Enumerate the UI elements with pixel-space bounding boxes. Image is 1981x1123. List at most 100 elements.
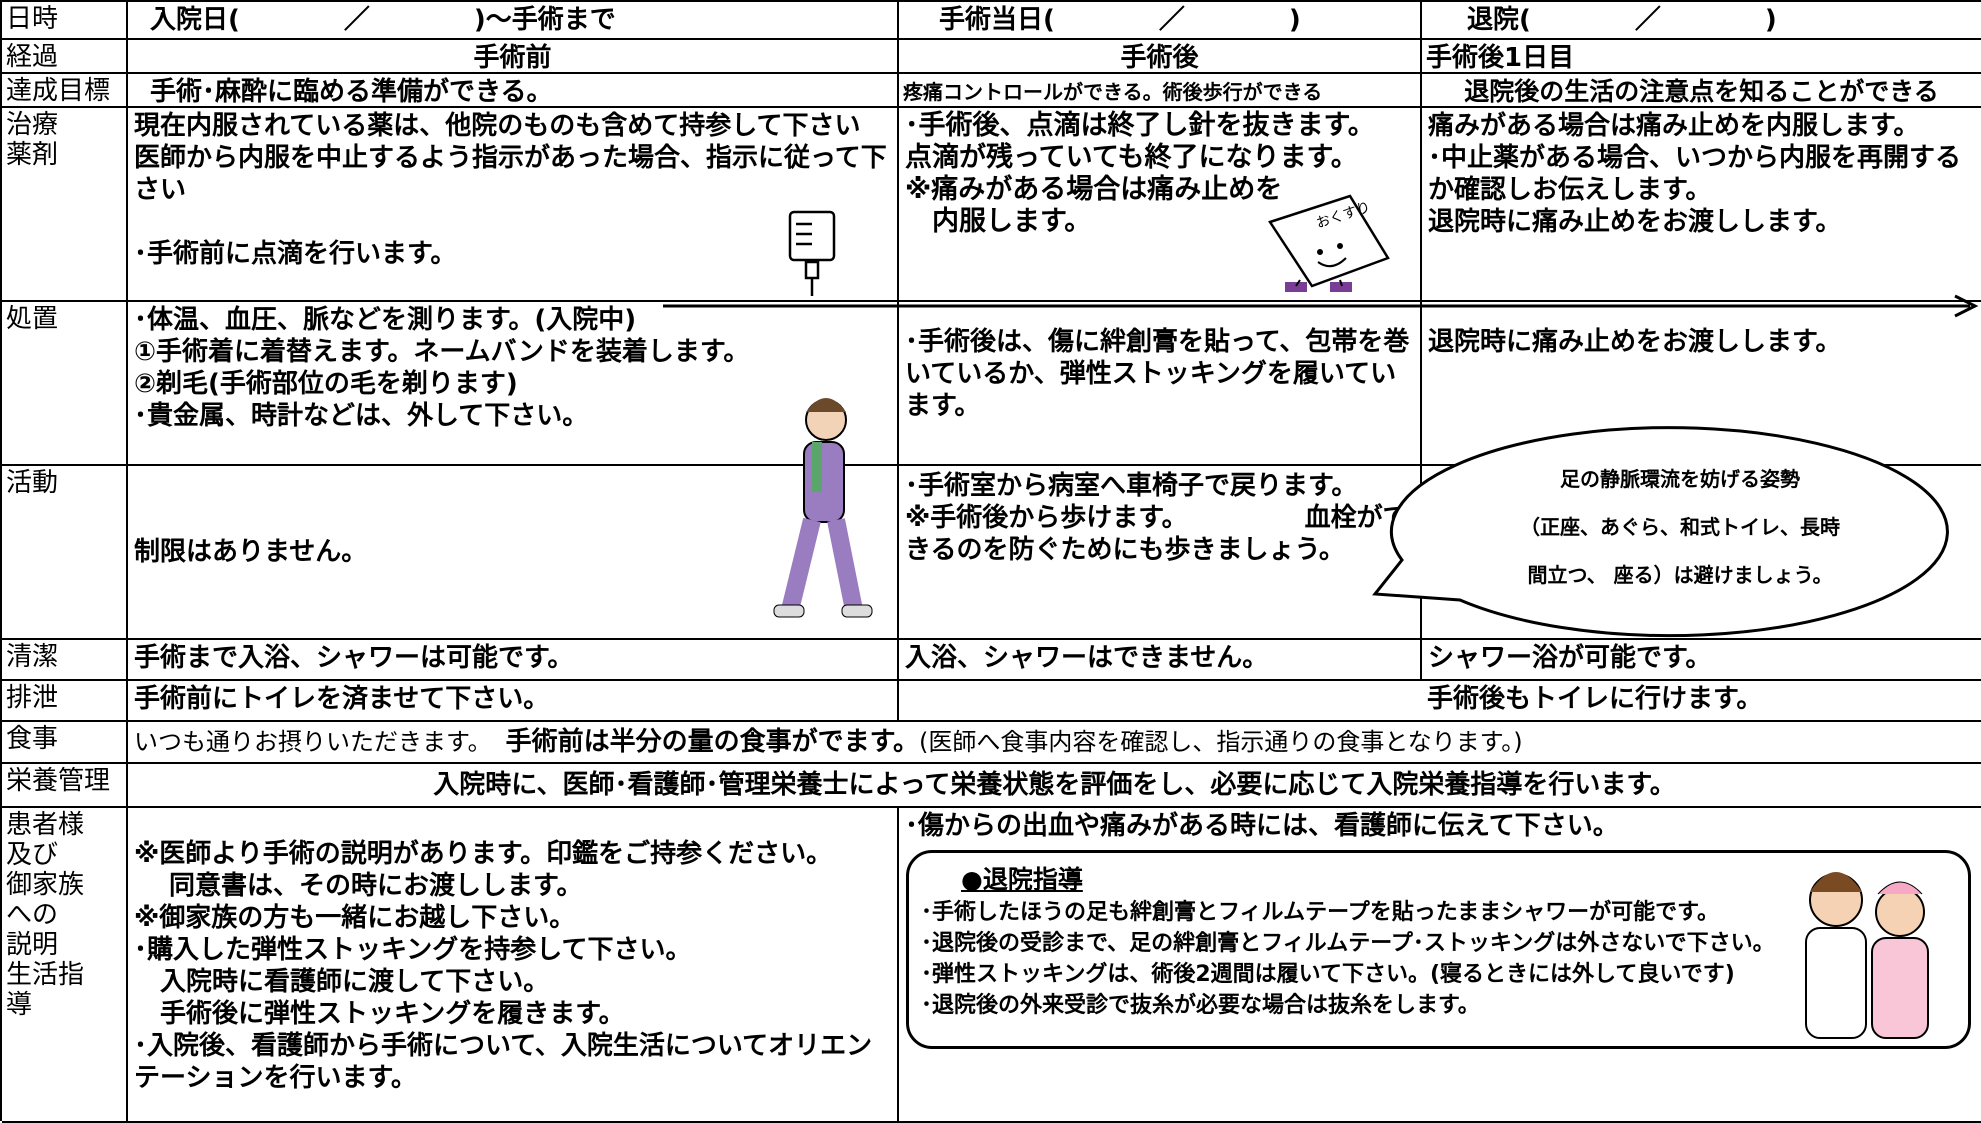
row-label-line: 導 xyxy=(6,990,33,1020)
walking-person-illustration xyxy=(773,398,873,618)
cell-text: 手術後 xyxy=(1120,43,1199,73)
guidance-item: ･弾性ストッキングは、術後2週間は履いて下さい。(寝るときには外して良いです) xyxy=(921,962,1735,987)
cell-text: 入院時に、医師･看護師･管理栄養士によって栄養状態を評価をし、必要に応じて入院栄… xyxy=(433,770,1676,800)
callout-text: 足の静脈環流を妨げる姿勢 （正座、あぐら、和式トイレ、長時 間立つ、 座る）は避けま… xyxy=(1440,455,1920,599)
callout-line: 足の静脈環流を妨げる姿勢 xyxy=(1560,467,1800,491)
row-label: 経過 xyxy=(2,40,128,74)
cell-line: ①手術着に着替えます。ネームバンドを装着します。 xyxy=(134,337,750,367)
cell-line: ※医師より手術の説明があります。印鑑をご持参ください。 xyxy=(134,839,833,869)
cell-line: 現在内服されている薬は、他院のものも含めて持参して下さい xyxy=(134,111,861,141)
table-cell: いつも通りお摂りいただきます。 手術前は半分の量の食事がでます。(医師へ食事内容を… xyxy=(128,722,1981,764)
table-cell: 手術前にトイレを済ませて下さい。 xyxy=(128,681,899,722)
cell-line: 点滴が残っていても終了になります。 xyxy=(905,142,1358,173)
row-label: 処置 xyxy=(2,302,128,466)
cell-line: いつも通りお摂りいただきます。 xyxy=(134,728,492,756)
table-cell: 疼痛コントロールができる。術後歩行ができる xyxy=(899,74,1422,108)
cell-text: 手術前 xyxy=(473,43,552,73)
cell-line: 痛みがある場合は痛み止めを内服します。 xyxy=(1428,111,1920,141)
table-cell xyxy=(1422,466,1981,640)
table-cell: 退院( ／ ) xyxy=(1422,2,1981,40)
cell-line: 同意書は、その時にお渡しします。 xyxy=(134,871,583,901)
row-label: 食事 xyxy=(2,722,128,764)
row-label: 患者様 及び 御家族 への 説明 生活指導 xyxy=(2,808,128,1123)
cell-text: 手術前にトイレを済ませて下さい。 xyxy=(134,684,550,714)
table-cell: 退院後の生活の注意点を知ることができる xyxy=(1422,74,1981,108)
row-label-line: への xyxy=(6,900,59,930)
cell-line: ･貴金属、時計などは、外して下さい。 xyxy=(134,401,589,431)
table-cell: 手術まで入浴、シャワーは可能です。 xyxy=(128,640,899,681)
guidance-item: ･退院後の受診まで、足の絆創膏とフィルムテープ･ストッキングは外さないで下さい。 xyxy=(921,931,1775,956)
cell-line: 内服します。 xyxy=(905,206,1092,237)
callout-line: （正座、あぐら、和式トイレ、長時 xyxy=(1520,515,1840,539)
cell-text: 手術当日( ／ ) xyxy=(939,5,1301,35)
cell-text: 制限はありません。 xyxy=(134,537,368,567)
cell-line: 医師から内服を中止するよう指示があった場合、指示に従って下さい xyxy=(134,143,887,205)
table-cell: 手術当日( ／ ) xyxy=(899,2,1422,40)
guidance-title: ●退院指導 xyxy=(961,865,1083,894)
table-cell: 手術･麻酔に臨める準備ができる。 xyxy=(128,74,899,108)
row-label: 排泄 xyxy=(2,681,128,722)
table-cell: 入浴、シャワーはできません。 xyxy=(899,640,1422,681)
cell-text: 退院後の生活の注意点を知ることができる xyxy=(1464,77,1939,106)
row-label: 日時 xyxy=(2,2,128,40)
cell-line: ②剃毛(手術部位の毛を剃ります) xyxy=(134,369,518,399)
cell-line: 入院時に看護師に渡して下さい。 xyxy=(134,967,550,997)
cell-text: 手術まで入浴、シャワーは可能です。 xyxy=(134,643,574,673)
cell-line: ･手術室から病室へ車椅子で戻ります。 xyxy=(905,471,1358,501)
row-label-line: 薬剤 xyxy=(6,140,59,170)
cell-line: ･入院後、看護師から手術について、入院生活についてオリエンテーションを行います。 xyxy=(134,1031,873,1093)
cell-line: ･体温、血圧、脈などを測ります。(入院中) xyxy=(134,305,637,335)
callout-line: 間立つ、 座る）は避けましょう。 xyxy=(1527,563,1833,587)
table-cell: 手術後1日目 xyxy=(1422,40,1981,74)
cell-text: 手術後もトイレに行けます。 xyxy=(1427,684,1763,714)
row-label: 栄養管理 xyxy=(2,764,128,808)
cell-line: 手術前は半分の量の食事がでます。 xyxy=(505,727,920,757)
row-label: 治療 薬剤 xyxy=(2,108,128,302)
cell-line: 手術後に弾性ストッキングを履きます。 xyxy=(134,999,625,1029)
table-cell: 手術前 xyxy=(128,40,899,74)
cell-line: ･購入した弾性ストッキングを持参して下さい。 xyxy=(134,935,692,965)
row-label-line: 生活指 xyxy=(6,960,85,990)
guidance-item: ･退院後の外来受診で抜糸が必要な場合は抜糸をします。 xyxy=(921,993,1480,1018)
guidance-item: ･手術したほうの足も絆創膏とフィルムテープを貼ったままシャワーが可能です。 xyxy=(921,900,1719,925)
table-cell: ･体温、血圧、脈などを測ります。(入院中) ①手術着に着替えます。ネームバンドを装… xyxy=(128,302,899,466)
cell-text: 入浴、シャワーはできません。 xyxy=(905,643,1269,673)
row-label: 活動 xyxy=(2,466,128,640)
cell-text: 手術後1日目 xyxy=(1426,43,1575,73)
table-cell: シャワー浴が可能です。 xyxy=(1422,640,1981,681)
table-cell: ※医師より手術の説明があります。印鑑をご持参ください。 同意書は、その時にお渡し… xyxy=(128,808,899,1123)
table-cell: ･手術後、点滴は終了し針を抜きます。 点滴が残っていても終了になります。 ※痛みがあ… xyxy=(899,108,1422,302)
discharge-guidance-box: ●退院指導 ･手術したほうの足も絆創膏とフィルムテープを貼ったままシャワーが可能で… xyxy=(906,850,1971,1049)
cell-line: 退院時に痛み止めをお渡しします。 xyxy=(1428,207,1842,237)
cell-text: シャワー浴が可能です。 xyxy=(1428,643,1712,673)
table-cell: 制限はありません。 xyxy=(128,466,899,640)
callout-bubble xyxy=(1372,426,1949,638)
row-label: 清潔 xyxy=(2,640,128,681)
cell-line: (医師へ食事内容を確認し、指示通りの食事となります。) xyxy=(919,728,1523,756)
cell-text: 入院日( ／ )～手術まで xyxy=(150,5,616,35)
cell-text: 手術･麻酔に臨める準備ができる。 xyxy=(150,77,553,107)
cell-text: 退院時に痛み止めをお渡しします。 xyxy=(1428,327,1842,357)
table-cell: 入院日( ／ )～手術まで xyxy=(128,2,899,40)
doctor-nurse-illustration xyxy=(1805,872,1929,1039)
table-cell: 痛みがある場合は痛み止めを内服します。 ･中止薬がある場合、いつから内服を再開する… xyxy=(1422,108,1981,302)
row-label-line: 患者様 xyxy=(6,810,85,840)
arrow-head xyxy=(1954,294,1979,318)
row-label-line: 治療 xyxy=(6,110,59,140)
table-cell: 手術後もトイレに行けます。 xyxy=(899,681,1981,722)
cell-text: ･傷からの出血や痛みがある時には、看護師に伝えて下さい。 xyxy=(905,811,1619,841)
cell-text: 退院( ／ ) xyxy=(1467,5,1777,35)
cell-line: ･手術前に点滴を行います。 xyxy=(134,239,457,269)
cell-line: ･手術後、点滴は終了し針を抜きます。 xyxy=(905,110,1375,141)
table-cell: ･手術後は、傷に絆創膏を貼って、包帯を巻いているか、弾性ストッキングを履いていま… xyxy=(899,302,1422,466)
table-cell: 入院時に、医師･看護師･管理栄養士によって栄養状態を評価をし、必要に応じて入院栄… xyxy=(128,764,1981,808)
cell-line: ※手術後から歩けます。 血栓ができるのを防ぐためにも歩きましょう。 xyxy=(905,503,1409,565)
cell-text: 疼痛コントロールができる。術後歩行ができる xyxy=(903,80,1323,104)
cell-text: ･手術後は、傷に絆創膏を貼って、包帯を巻いているか、弾性ストッキングを履いていま… xyxy=(905,327,1410,421)
table-cell: 現在内服されている薬は、他院のものも含めて持参して下さい 医師から内服を中止するよ… xyxy=(128,108,899,302)
cell-line: ･中止薬がある場合、いつから内服を再開するか確認しお伝えします。 xyxy=(1428,143,1962,205)
table-cell: ･手術室から病室へ車椅子で戻ります。 ※手術後から歩けます。 血栓ができるのを防ぐ… xyxy=(899,466,1422,640)
